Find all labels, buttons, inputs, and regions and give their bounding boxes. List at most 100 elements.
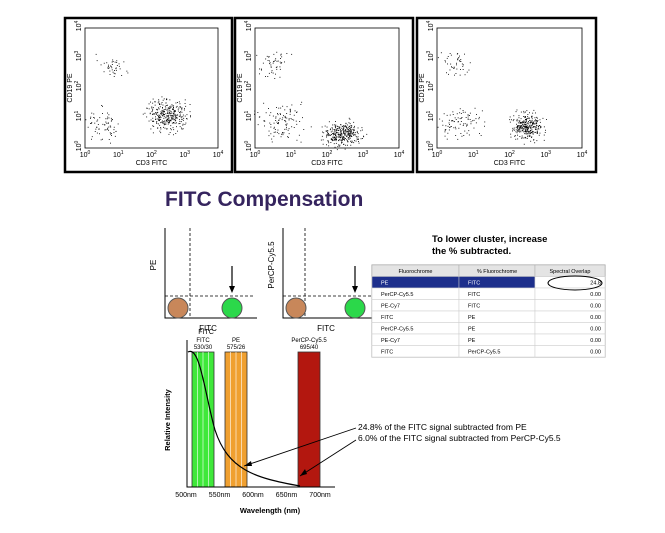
event-dot (326, 130, 328, 132)
event-dot (531, 136, 533, 138)
event-dot (101, 105, 103, 106)
event-dot (449, 127, 451, 128)
event-dot (522, 125, 524, 127)
event-dot (335, 142, 337, 144)
event-dot (112, 119, 113, 120)
event-dot (337, 128, 338, 129)
event-dot (153, 113, 155, 115)
event-dot (167, 118, 169, 119)
event-dot (349, 126, 351, 128)
event-dot (332, 124, 334, 126)
event-dot (512, 130, 513, 132)
tick-base: 10 (322, 152, 330, 159)
event-dot (160, 132, 162, 134)
event-dot (525, 124, 526, 125)
event-dot (523, 143, 525, 145)
event-dot (116, 60, 118, 62)
event-dot (152, 120, 153, 122)
event-dot (519, 130, 521, 132)
positive-population (344, 297, 366, 319)
event-dot (538, 125, 540, 126)
event-dot (284, 116, 286, 118)
y-tick-label: 103 (426, 50, 435, 61)
event-dot (535, 123, 537, 125)
event-dot (276, 107, 277, 108)
tick-base: 10 (540, 152, 548, 159)
event-dot (346, 133, 348, 135)
event-dot (111, 135, 112, 136)
event-dot (335, 137, 337, 138)
event-dot (158, 107, 159, 109)
event-dot (346, 124, 348, 126)
event-dot (353, 127, 355, 129)
event-dot (170, 111, 172, 112)
event-dot (284, 109, 286, 111)
tick-base: 10 (577, 152, 585, 159)
event-dot (295, 120, 297, 122)
event-dot (533, 109, 535, 111)
event-dot (107, 128, 108, 130)
x-tick-label: 100 (250, 150, 261, 159)
event-dot (526, 121, 527, 123)
event-dot (536, 140, 538, 142)
x-tick-label: 104 (394, 150, 405, 159)
event-dot (524, 117, 526, 119)
event-dot (274, 78, 276, 79)
event-dot (446, 72, 447, 74)
event-dot (285, 124, 287, 126)
event-dot (296, 139, 298, 141)
event-dot (113, 76, 115, 77)
event-dot (530, 140, 532, 142)
event-dot (114, 135, 116, 137)
event-dot (521, 135, 523, 137)
event-dot (346, 127, 348, 129)
event-dot (337, 126, 339, 127)
event-dot (162, 110, 164, 112)
event-dot (350, 125, 352, 126)
event-dot (335, 140, 337, 142)
event-dot (349, 137, 351, 139)
event-dot (100, 64, 102, 66)
x-axis-label: FITC (317, 324, 335, 333)
event-dot (478, 118, 480, 120)
event-dot (341, 136, 343, 138)
tick-exp: 3 (187, 150, 190, 156)
event-dot (512, 120, 514, 122)
event-dot (446, 57, 448, 59)
event-dot (348, 132, 350, 134)
event-dot (90, 123, 91, 124)
event-dot (94, 117, 95, 119)
event-dot (179, 123, 181, 124)
event-dot (353, 135, 355, 136)
event-dot (336, 138, 337, 140)
event-dot (96, 132, 98, 134)
event-dot (290, 110, 291, 112)
event-dot (515, 111, 517, 113)
event-dot (526, 110, 528, 112)
event-dot (534, 142, 536, 144)
event-dot (91, 122, 92, 124)
arrowhead (352, 286, 358, 293)
arrowhead (244, 461, 252, 466)
event-dot (126, 70, 128, 72)
event-dot (345, 125, 347, 127)
event-dot (278, 133, 280, 135)
event-dot (529, 117, 530, 119)
event-dot (464, 123, 466, 125)
event-dot (523, 112, 525, 114)
event-dot (91, 138, 92, 140)
event-dot (91, 122, 93, 124)
event-dot (340, 132, 342, 134)
event-dot (527, 117, 529, 119)
event-dot (179, 119, 180, 121)
event-dot (282, 132, 283, 133)
event-dot (98, 128, 100, 130)
event-dot (536, 125, 538, 127)
event-dot (527, 131, 529, 133)
filter-name: FITC (196, 338, 210, 344)
event-dot (523, 131, 525, 133)
event-dot (532, 131, 534, 133)
table-cell-text: FITC (468, 292, 480, 298)
event-dot (152, 98, 154, 100)
event-dot (159, 130, 161, 132)
